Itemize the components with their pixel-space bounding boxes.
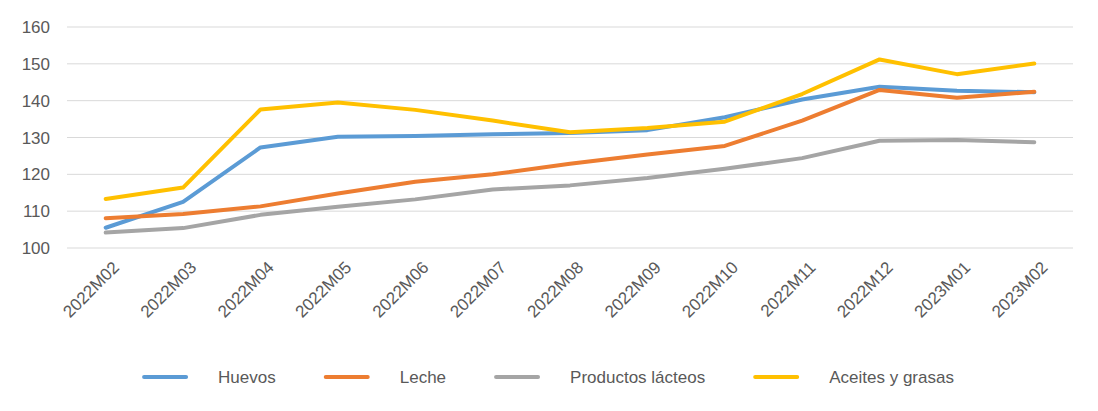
grid-line <box>67 137 1073 138</box>
x-tick-label: 2022M09 <box>601 258 665 322</box>
y-tick-label: 120 <box>22 165 50 184</box>
legend-item: Productos lácteos <box>496 368 705 387</box>
legend-item: Huevos <box>144 368 276 387</box>
y-tick-label: 140 <box>22 92 50 111</box>
series-line <box>106 59 1035 199</box>
legend: Huevos Leche Productos lácteos Aceites y gr… <box>144 368 954 387</box>
x-tick-label: 2022M04 <box>214 258 278 322</box>
x-tick-label: 2022M10 <box>679 258 743 322</box>
plot-area <box>106 59 1035 232</box>
grid-line <box>67 174 1073 175</box>
x-tick-label: 2022M12 <box>833 258 897 322</box>
x-tick-label: 2022M11 <box>757 258 820 321</box>
legend-item: Aceites y grasas <box>755 368 954 387</box>
grid-line <box>67 248 1073 249</box>
legend-item: Leche <box>326 368 446 387</box>
x-tick-label: 2022M05 <box>292 258 356 322</box>
x-tick-label: 2022M06 <box>369 258 433 322</box>
legend-swatch <box>755 375 797 379</box>
legend-swatch <box>144 375 186 379</box>
legend-swatch <box>496 375 538 379</box>
series-line <box>106 140 1035 232</box>
x-tick-label: 2022M02 <box>59 258 123 322</box>
y-tick-label: 150 <box>22 55 50 74</box>
chart-svg: 1001101201301401501602022M022022M032022M… <box>0 0 1098 411</box>
y-tick-label: 100 <box>22 239 50 258</box>
y-tick-label: 130 <box>22 129 50 148</box>
legend-label: Aceites y grasas <box>829 368 954 387</box>
grid-line <box>67 63 1073 64</box>
y-tick-label: 110 <box>23 202 50 221</box>
legend-label: Huevos <box>218 368 276 387</box>
x-tick-label: 2022M07 <box>446 258 510 322</box>
grid-line <box>67 27 1073 28</box>
legend-label: Leche <box>400 368 446 387</box>
y-tick-label: 160 <box>22 18 50 37</box>
grid-line <box>67 100 1073 101</box>
series-line <box>106 90 1035 218</box>
chart-root: 1001101201301401501602022M022022M032022M… <box>0 0 1098 411</box>
x-tick-label: 2022M03 <box>137 258 201 322</box>
legend-swatch <box>326 375 368 379</box>
legend-label: Productos lácteos <box>570 368 705 387</box>
series-line <box>106 87 1035 228</box>
x-tick-label: 2023M02 <box>988 258 1052 322</box>
x-tick-label: 2023M01 <box>911 258 975 322</box>
x-tick-label: 2022M08 <box>524 258 588 322</box>
